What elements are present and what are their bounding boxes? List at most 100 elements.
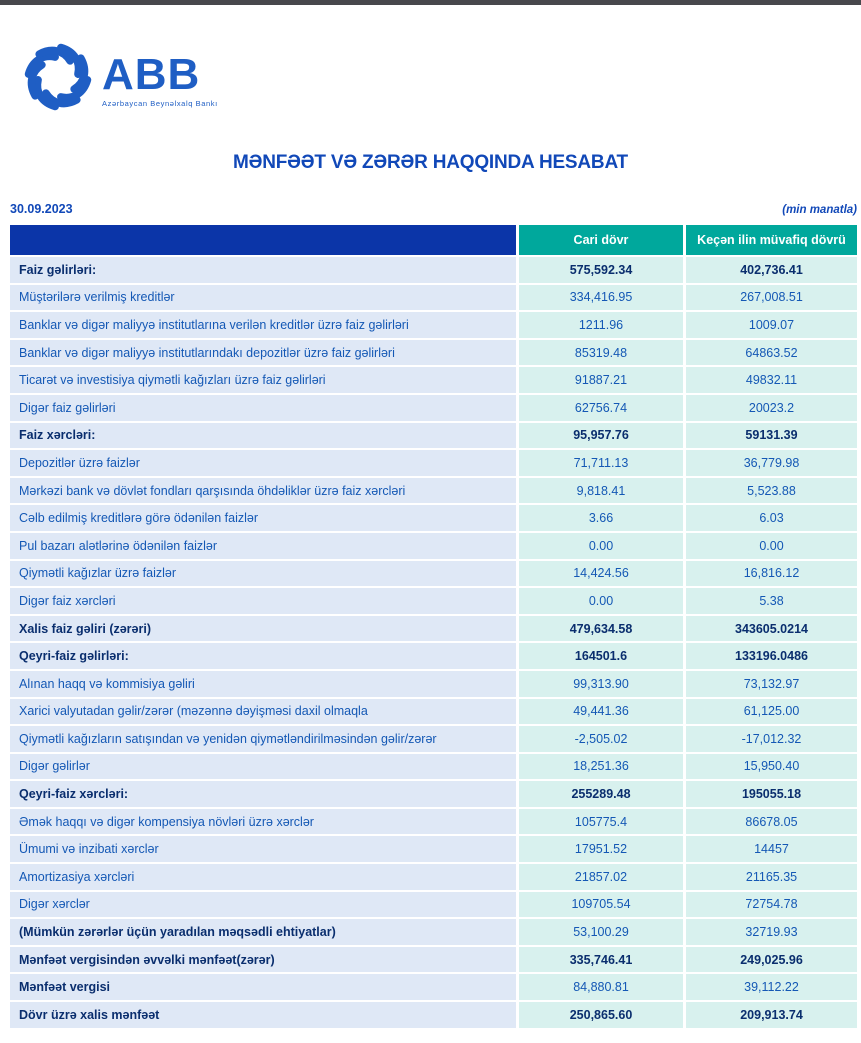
- row-value-previous: 86678.05: [686, 808, 857, 835]
- row-label: Depozitlər üzrə faizlər: [10, 450, 516, 476]
- header-current-period: Cari dövr: [519, 225, 683, 255]
- row-label: Mənfəət vergisindən əvvəlki mənfəət(zərə…: [10, 946, 516, 973]
- row-value-current: 250,865.60: [519, 1002, 683, 1028]
- table-row: Faiz xərcləri: 95,957.76 59131.39: [10, 422, 857, 449]
- row-value-previous: 39,112.22: [686, 974, 857, 1001]
- row-label: Xarici valyutadan gəlir/zərər (məzənnə d…: [10, 698, 516, 725]
- table-row: Digər gəlirlər 18,251.36 15,950.40: [10, 753, 857, 780]
- row-value-current: 18,251.36: [519, 753, 683, 780]
- row-value-previous: 72754.78: [686, 891, 857, 918]
- table-row: Amortizasiya xərcləri 21857.02 21165.35: [10, 864, 857, 890]
- row-label: Ümumi və inzibati xərclər: [10, 836, 516, 863]
- row-value-current: 17951.52: [519, 836, 683, 863]
- row-value-previous: 5,523.88: [686, 477, 857, 504]
- row-value-current: 62756.74: [519, 394, 683, 421]
- table-row: Ümumi və inzibati xərclər 17951.52 14457: [10, 836, 857, 863]
- row-label: Pul bazarı alətlərinə ödənilən faizlər: [10, 532, 516, 559]
- row-value-current: 164501.6: [519, 643, 683, 669]
- row-label: Qiymətli kağızlar üzrə faizlər: [10, 560, 516, 587]
- row-value-current: 14,424.56: [519, 560, 683, 587]
- window-top-bar: [0, 0, 861, 5]
- row-value-current: 109705.54: [519, 891, 683, 918]
- row-label: Faiz gəlirləri:: [10, 257, 516, 283]
- row-value-previous: 209,913.74: [686, 1002, 857, 1028]
- table-row: Depozitlər üzrə faizlər 71,711.13 36,779…: [10, 450, 857, 476]
- table-row: (Mümkün zərərlər üçün yaradılan məqsədli…: [10, 919, 857, 945]
- row-value-previous: 249,025.96: [686, 946, 857, 973]
- table-header-row: Cari dövr Keçən ilin müvafiq dövrü: [10, 225, 857, 255]
- row-value-previous: 21165.35: [686, 864, 857, 890]
- row-label: Mənfəət vergisi: [10, 974, 516, 1001]
- row-value-current: 1211.96: [519, 312, 683, 338]
- logo-wordmark: ABB: [102, 49, 201, 99]
- row-value-previous: 61,125.00: [686, 698, 857, 725]
- report-meta: 30.09.2023 (min manatla): [10, 200, 857, 216]
- abb-swirl-icon: [24, 43, 92, 111]
- row-value-previous: 14457: [686, 836, 857, 863]
- row-value-current: 84,880.81: [519, 974, 683, 1001]
- table-row: Banklar və digər maliyyə institutlarında…: [10, 339, 857, 366]
- page-title: MƏNFƏƏT VƏ ZƏRƏR HAQQINDA HESABAT: [233, 152, 628, 173]
- row-value-current: 3.66: [519, 505, 683, 531]
- row-value-previous: -17,012.32: [686, 726, 857, 752]
- table-row: Qiymətli kağızlar üzrə faizlər 14,424.56…: [10, 560, 857, 587]
- row-label: Cəlb edilmiş kreditlərə görə ödənilən fa…: [10, 505, 516, 531]
- row-value-current: 9,818.41: [519, 477, 683, 504]
- row-value-current: 479,634.58: [519, 615, 683, 642]
- table-row: Mənfəət vergisindən əvvəlki mənfəət(zərə…: [10, 946, 857, 973]
- row-value-current: 85319.48: [519, 339, 683, 366]
- row-label: Faiz xərcləri:: [10, 422, 516, 449]
- row-label: Qiymətli kağızların satışından və yenidə…: [10, 726, 516, 752]
- table-row: Faiz gəlirləri: 575,592.34 402,736.41: [10, 257, 857, 283]
- header-previous-period: Keçən ilin müvafiq dövrü: [686, 225, 857, 255]
- row-label: Qeyri-faiz xərcləri:: [10, 781, 516, 807]
- row-value-current: 53,100.29: [519, 919, 683, 945]
- row-value-previous: 16,816.12: [686, 560, 857, 587]
- row-label: Digər faiz xərcləri: [10, 588, 516, 614]
- row-value-previous: 59131.39: [686, 422, 857, 449]
- row-label: Qeyri-faiz gəlirləri:: [10, 643, 516, 669]
- row-value-current: 334,416.95: [519, 284, 683, 311]
- row-value-previous: 6.03: [686, 505, 857, 531]
- row-label: Müştərilərə verilmiş kreditlər: [10, 284, 516, 311]
- row-value-current: 255289.48: [519, 781, 683, 807]
- row-value-current: 49,441.36: [519, 698, 683, 725]
- row-value-current: 21857.02: [519, 864, 683, 890]
- table-row: Alınan haqq və kommisiya gəliri 99,313.9…: [10, 670, 857, 697]
- row-value-previous: 0.00: [686, 532, 857, 559]
- row-value-current: 95,957.76: [519, 422, 683, 449]
- row-label: Ticarət və investisiya qiymətli kağızlar…: [10, 367, 516, 393]
- row-value-current: 99,313.90: [519, 670, 683, 697]
- row-value-previous: 73,132.97: [686, 670, 857, 697]
- row-value-previous: 195055.18: [686, 781, 857, 807]
- logo-subtitle: Azərbaycan Beynəlxalq Bankı: [102, 98, 218, 108]
- row-label: Alınan haqq və kommisiya gəliri: [10, 670, 516, 697]
- row-value-current: 335,746.41: [519, 946, 683, 973]
- table-row: Digər xərclər 109705.54 72754.78: [10, 891, 857, 918]
- row-value-previous: 343605.0214: [686, 615, 857, 642]
- table-body: Faiz gəlirləri: 575,592.34 402,736.41 Mü…: [10, 257, 857, 1028]
- table-row: Pul bazarı alətlərinə ödənilən faizlər 0…: [10, 532, 857, 559]
- table-row: Banklar və digər maliyyə institutlarına …: [10, 312, 857, 338]
- table-row: Xarici valyutadan gəlir/zərər (məzənnə d…: [10, 698, 857, 725]
- table-row: Qeyri-faiz xərcləri: 255289.48 195055.18: [10, 781, 857, 807]
- row-value-previous: 36,779.98: [686, 450, 857, 476]
- table-row: Qeyri-faiz gəlirləri: 164501.6 133196.04…: [10, 643, 857, 669]
- row-value-current: 575,592.34: [519, 257, 683, 283]
- row-label: Banklar və digər maliyyə institutlarına …: [10, 312, 516, 338]
- row-label: Digər faiz gəlirləri: [10, 394, 516, 421]
- report-date: 30.09.2023: [10, 202, 73, 216]
- row-label: Digər xərclər: [10, 891, 516, 918]
- row-value-current: 71,711.13: [519, 450, 683, 476]
- row-label: Mərkəzi bank və dövlət fondları qarşısın…: [10, 477, 516, 504]
- row-label: Amortizasiya xərcləri: [10, 864, 516, 890]
- row-value-previous: 20023.2: [686, 394, 857, 421]
- row-value-previous: 64863.52: [686, 339, 857, 366]
- row-value-current: 91887.21: [519, 367, 683, 393]
- row-value-previous: 49832.11: [686, 367, 857, 393]
- table-row: Qiymətli kağızların satışından və yenidə…: [10, 726, 857, 752]
- row-label: Əmək haqqı və digər kompensiya növləri ü…: [10, 808, 516, 835]
- row-value-previous: 267,008.51: [686, 284, 857, 311]
- table-row: Xalis faiz gəliri (zərəri) 479,634.58 34…: [10, 615, 857, 642]
- row-value-previous: 5.38: [686, 588, 857, 614]
